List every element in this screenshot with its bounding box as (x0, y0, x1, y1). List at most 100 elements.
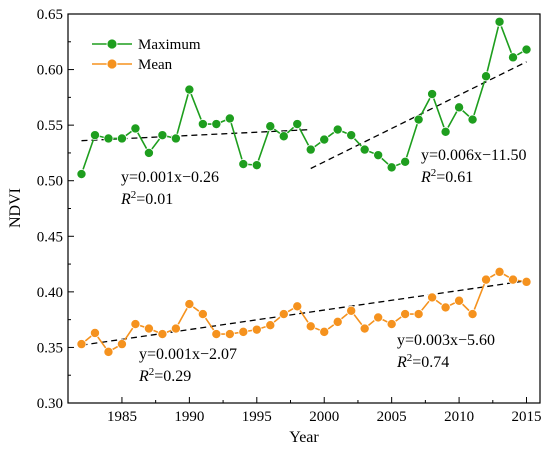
data-point-maximum (440, 126, 451, 137)
data-point-maximum (292, 119, 303, 130)
x-tick-label: 2010 (444, 409, 474, 425)
data-point-maximum (332, 124, 343, 135)
x-tick-label: 1995 (242, 409, 272, 425)
equation-label: y=0.006x−11.50 (421, 147, 526, 164)
regression-annotations: y=0.001x−0.26 R2=0.01 y=0.006x−11.50 R2=… (120, 147, 526, 385)
y-tick-label: 0.30 (37, 396, 63, 412)
data-point-mean (89, 327, 100, 338)
data-point-maximum (251, 160, 262, 171)
annotation-mean-late: y=0.003x−5.60 R2=0.74 (396, 332, 495, 371)
tick-labels: 1985 1990 1995 2000 2005 2010 2015 0.30 0.35 0.40… (37, 7, 542, 425)
data-point-maximum (116, 133, 127, 144)
y-axis-title: NDVI (7, 188, 24, 228)
data-point-mean (332, 316, 343, 327)
data-point-maximum (373, 150, 384, 161)
r-squared-label: R2=0.29 (138, 366, 191, 385)
data-point-mean (184, 299, 195, 310)
x-tick-label: 2015 (512, 409, 542, 425)
trend-line-maximum (81, 128, 311, 142)
data-point-maximum (521, 44, 532, 55)
data-point-mean (400, 309, 411, 320)
data-point-maximum (130, 123, 141, 134)
equation-label: y=0.003x−5.60 (397, 332, 495, 349)
data-point-maximum (89, 130, 100, 141)
data-point-mean (76, 339, 87, 350)
data-point-mean (238, 326, 249, 337)
data-point-maximum (197, 119, 208, 130)
x-tick-label: 1985 (107, 409, 137, 425)
data-point-maximum (454, 102, 465, 113)
y-tick-label: 0.35 (37, 340, 63, 356)
r-squared-value: =0.61 (436, 169, 473, 186)
x-axis-title: Year (289, 429, 319, 446)
data-point-maximum (184, 84, 195, 95)
data-point-mean (467, 309, 478, 320)
data-point-mean (481, 274, 492, 285)
annotation-mean-early: y=0.001x−2.07 R2=0.29 (138, 346, 237, 385)
y-tick-label: 0.40 (37, 285, 63, 301)
data-point-mean (346, 305, 357, 316)
equation-label: y=0.001x−0.26 (121, 169, 219, 186)
data-point-maximum (265, 121, 276, 132)
legend-entry-mean: Mean (92, 57, 173, 73)
data-point-maximum (346, 130, 357, 141)
data-point-mean (494, 266, 505, 277)
data-point-maximum (413, 114, 424, 125)
legend-label-maximum: Maximum (138, 37, 201, 53)
data-point-maximum (143, 147, 154, 158)
data-point-mean (103, 346, 114, 357)
x-tick-label: 2000 (309, 409, 339, 425)
data-point-maximum (400, 156, 411, 167)
data-point-mean (224, 329, 235, 340)
data-point-maximum (386, 162, 397, 173)
data-point-mean (319, 326, 330, 337)
data-point-maximum (170, 133, 181, 144)
data-point-maximum (319, 134, 330, 145)
data-point-mean (197, 309, 208, 320)
legend-marker-maximum (106, 38, 118, 50)
annotation-maximum-late: y=0.006x−11.50 R2=0.61 (420, 147, 526, 186)
equation-label: y=0.001x−2.07 (139, 346, 237, 363)
series-line-maximum (80, 19, 527, 175)
data-point-mean (454, 295, 465, 306)
y-tick-label: 0.60 (37, 63, 63, 79)
series-line-mean (80, 270, 527, 353)
data-point-maximum (467, 114, 478, 125)
data-point-maximum (305, 144, 316, 155)
data-point-maximum (157, 130, 168, 141)
data-point-maximum (103, 133, 114, 144)
data-point-mean (305, 321, 316, 332)
data-point-mean (211, 329, 222, 340)
data-point-maximum (427, 89, 438, 100)
data-point-mean (130, 319, 141, 330)
data-point-mean (265, 320, 276, 331)
data-point-mean (116, 339, 127, 350)
legend-entry-maximum: Maximum (92, 37, 201, 53)
r-squared-label: R2=0.74 (396, 352, 449, 371)
data-point-mean (413, 309, 424, 320)
data-point-mean (278, 309, 289, 320)
plot-frame (67, 13, 541, 404)
y-tick-label: 0.45 (37, 229, 63, 245)
data-point-maximum (211, 119, 222, 130)
r-squared-label: R2=0.61 (420, 167, 473, 186)
data-point-mean (521, 276, 532, 287)
x-tick-label: 1990 (174, 409, 204, 425)
data-point-mean (170, 323, 181, 334)
legend-label-mean: Mean (138, 57, 173, 73)
data-series (76, 16, 532, 357)
data-point-maximum (508, 52, 519, 63)
y-tick-label: 0.65 (37, 7, 63, 23)
data-point-maximum (224, 113, 235, 124)
data-point-maximum (238, 159, 249, 170)
data-point-maximum (481, 71, 492, 82)
trend-line-mean (81, 280, 527, 346)
data-point-maximum (278, 131, 289, 142)
legend-marker-mean (106, 58, 118, 70)
annotation-maximum-early: y=0.001x−0.26 R2=0.01 (120, 169, 219, 208)
data-point-maximum (359, 144, 370, 155)
y-tick-label: 0.55 (37, 118, 63, 134)
data-point-mean (386, 319, 397, 330)
